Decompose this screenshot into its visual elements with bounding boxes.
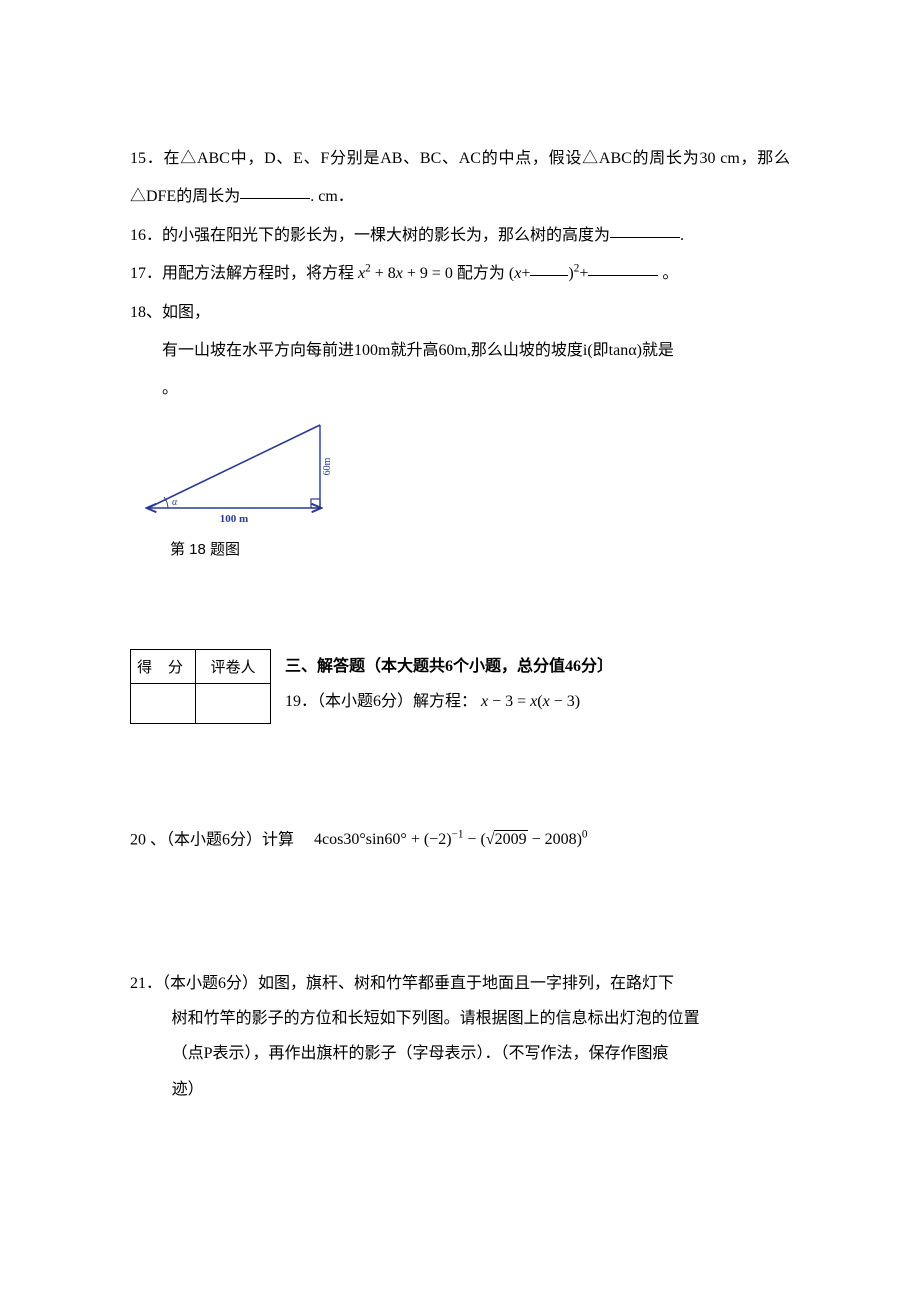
q18-body-text: 有一山坡在水平方向每前进100m就升高60m,那么山坡的坡度i(即tanα)就是 [162, 342, 674, 359]
q20-sqrt-arg: 2009 [494, 830, 528, 848]
q20-expression: 4cos30°sin60° + (−2)−1 − (√2009 − 2008)0 [314, 831, 588, 848]
q18-blank [678, 337, 758, 353]
svg-text:α: α [172, 497, 178, 508]
q17-blank-1 [530, 259, 568, 276]
score-header-grader: 评卷人 [196, 649, 271, 683]
score-table: 得 分 评卷人 [130, 649, 271, 724]
q17-suffix: 。 [662, 265, 678, 282]
question-18: 18、如图， [130, 294, 790, 332]
q18-period: 。 [162, 380, 178, 397]
q17-plus8: + 8 [371, 265, 396, 282]
q16-blank [610, 221, 680, 238]
question-20: 20 、（本小题6分）计算 4cos30°sin60° + (−2)−1 − (… [130, 824, 790, 856]
section-3-right: 三、解答题（本大题共6个小题，总分值46分〕 19．（本小题6分）解方程： x … [285, 649, 790, 719]
question-16: 16．的小强在阳光下的影长为，一棵大树的影长为，那么树的高度为. [130, 217, 790, 255]
q17-equation-lhs: x2 + 8x + 9 = 0 [358, 265, 457, 282]
q19-text: 19．（本小题6分）解方程： [285, 693, 477, 710]
q21-line3: （点P表示），再作出旗杆的影子（字母表示）．（不写作法，保存作图痕 [130, 1036, 790, 1071]
q16-text-b: . [680, 227, 684, 244]
q21-line1: 21．（本小题6分）如图，旗杆、树和竹竿都垂直于地面且一字排列，在路灯下 [130, 966, 790, 1001]
q15-text-b: . cm． [310, 188, 354, 205]
q20-p1a: 4cos30°sin60° + (−2) [314, 831, 452, 848]
q18-caption: 第 18 题图 [130, 538, 790, 559]
question-17: 17．用配方法解方程时，将方程 x2 + 8x + 9 = 0 配方为 (x+)… [130, 255, 790, 293]
score-header-score: 得 分 [131, 649, 196, 683]
sqrt-icon: √2009 [486, 824, 528, 856]
q17-prefix: 17．用配方法解方程时，将方程 [130, 265, 354, 282]
q20-p2a: − 2008) [528, 831, 582, 848]
question-18-period: 。 [130, 370, 790, 408]
question-15: 15．在△ABC中，D、E、F分别是AB、BC、AC的中点，假设△ABC的周长为… [130, 140, 790, 217]
score-cell-1 [131, 683, 196, 723]
q17-plus9: + 9 = 0 [403, 265, 453, 282]
q18-figure: α 100 m 60m 第 18 题图 [130, 413, 790, 559]
section-3: 得 分 评卷人 三、解答题（本大题共6个小题，总分值46分〕 19．（本小题6分… [130, 649, 790, 724]
q17-mid: 配方为 [457, 265, 505, 282]
q20-text: 20 、（本小题6分）计算 [130, 831, 310, 848]
score-cell-2 [196, 683, 271, 723]
q17-paren-close: )2+ [568, 265, 588, 282]
q18-num: 18、如图， [130, 304, 210, 321]
q15-blank [240, 182, 310, 199]
q16-text-a: 16．的小强在阳光下的影长为，一棵大树的影长为，那么树的高度为 [130, 227, 610, 244]
q15-text-a: 15．在△ABC中，D、E、F分别是AB、BC、AC的中点，假设△ABC的周长为… [130, 150, 790, 205]
section-3-title: 三、解答题（本大题共6个小题，总分值46分〕 [285, 649, 790, 684]
svg-text:60m: 60m [322, 457, 333, 475]
question-21: 21．（本小题6分）如图，旗杆、树和竹竿都垂直于地面且一字排列，在路灯下 树和竹… [130, 966, 790, 1107]
q17-blank-2 [588, 259, 658, 276]
svg-text:100 m: 100 m [220, 513, 248, 525]
q20-p1b: − ( [463, 831, 485, 848]
question-19: 19．（本小题6分）解方程： x − 3 = x(x − 3) [285, 684, 790, 719]
q18-diagram-svg: α 100 m 60m [130, 413, 350, 531]
q19-equation: x − 3 = x(x − 3) [481, 693, 580, 710]
q17-paren: (x+ [509, 265, 530, 282]
q21-line2: 树和竹竿的影子的方位和长短如下列图。请根据图上的信息标出灯泡的位置 [130, 1001, 790, 1036]
question-18-body: 有一山坡在水平方向每前进100m就升高60m,那么山坡的坡度i(即tanα)就是 [130, 332, 790, 370]
q19-eq-x3: x [543, 693, 550, 710]
q21-line4: 迹） [130, 1072, 790, 1107]
q17-x2: x [396, 265, 403, 282]
exam-page: 15．在△ABC中，D、E、F分别是AB、BC、AC的中点，假设△ABC的周长为… [0, 0, 920, 1167]
